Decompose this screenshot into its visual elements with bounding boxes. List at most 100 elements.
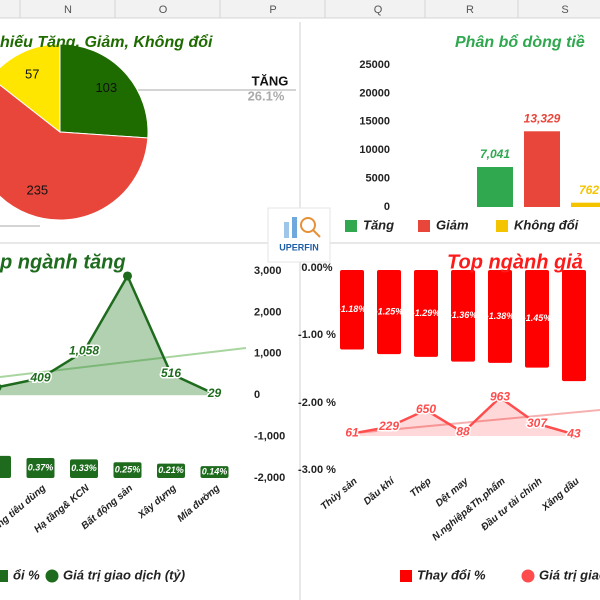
bar	[477, 167, 513, 207]
bar-label: 0.33%	[71, 463, 97, 473]
callout-label: TĂNG	[252, 73, 289, 88]
line-point	[458, 427, 468, 437]
data-label: 516	[161, 366, 181, 380]
bar	[70, 459, 98, 478]
column-separators	[0, 0, 600, 19]
chart-title: hiếu Tăng, Giảm, Không đổi	[0, 33, 213, 51]
bar	[488, 270, 512, 363]
line-point	[347, 429, 357, 439]
bar	[451, 270, 475, 362]
logo: UPERFIN	[267, 207, 331, 263]
y-tick-label: 5000	[366, 173, 390, 185]
bar-label: -1.38%	[486, 311, 515, 321]
area	[352, 397, 574, 436]
line-point	[569, 429, 579, 439]
y2-tick-label: -1,000	[254, 431, 285, 443]
legend-label: Giá trị giao dịch (tỷ)	[63, 567, 185, 582]
bar	[377, 270, 401, 355]
legend-label: Tăng	[363, 217, 394, 232]
bar-label: 0.14%	[202, 466, 228, 476]
bar-label: 0.25%	[115, 464, 141, 474]
bar-label: -1.25%	[375, 306, 404, 316]
line-point	[166, 369, 176, 379]
line-point	[36, 373, 45, 383]
bar	[571, 202, 600, 207]
legend-label: Không đổi	[514, 217, 579, 232]
data-label: 307	[527, 416, 548, 430]
data-label: 7,041	[480, 147, 510, 161]
data-label: 13,329	[524, 111, 561, 125]
column-letter: O	[159, 4, 168, 16]
bar	[113, 462, 142, 478]
column-letter: P	[269, 4, 276, 16]
data-label: 650	[416, 402, 436, 416]
trend-line	[354, 409, 600, 434]
y-tick-label: -1.00 %	[298, 329, 336, 342]
bar	[0, 455, 11, 478]
bar	[200, 466, 229, 478]
data-label: 29	[207, 386, 222, 400]
y2-tick-label: 1,000	[254, 348, 282, 360]
bar	[340, 270, 364, 350]
y-tick-label: 20000	[359, 87, 390, 99]
x-tick-label: Xây dựng	[136, 483, 179, 522]
legend-label: Thay đổi %	[417, 567, 486, 582]
data-label: 963	[490, 390, 510, 404]
y-tick-text: -3.00 %	[298, 464, 336, 476]
bar	[26, 458, 55, 478]
callout-percent: 26.1%	[248, 88, 285, 103]
x-tick-label: Dầu khí	[361, 474, 397, 507]
bar	[414, 270, 438, 357]
y-tick-label: 15000	[359, 116, 390, 128]
y-tick-text: -2.00 %	[298, 396, 336, 409]
column-header-bar	[0, 0, 600, 18]
bar-label: -1.29%	[412, 308, 441, 318]
data-label: 61	[345, 426, 359, 440]
legend-label: Giảm	[436, 217, 469, 232]
line	[0, 273, 216, 396]
bar	[562, 270, 586, 382]
line-point	[532, 419, 542, 429]
column-letter: N	[64, 4, 72, 16]
legend-swatch	[496, 220, 508, 232]
bar-label: 0.21%	[158, 465, 184, 475]
data-label: 43	[566, 426, 581, 440]
y-tick-label: 0.00%	[301, 262, 333, 274]
line-point	[79, 346, 89, 356]
chart-title: Top ngành giả	[447, 251, 583, 273]
pie-slice	[0, 84, 149, 221]
chart-title: Phân bổ dòng tiề	[455, 33, 585, 51]
bar	[524, 131, 560, 207]
bar	[525, 270, 549, 368]
x-tick-label: Đầu tư tài chính	[479, 475, 545, 533]
slice-label: 103	[95, 80, 117, 95]
legend-swatch	[345, 220, 357, 232]
legend-swatch	[521, 569, 535, 583]
data-label: 409	[29, 370, 50, 384]
bar	[157, 463, 185, 478]
line-point	[0, 383, 2, 391]
bar-label: -1.36%	[449, 310, 478, 320]
column-letter: S	[561, 4, 568, 16]
data-label: 88	[456, 425, 470, 439]
pie-slice	[59, 43, 149, 139]
y-tick-text: -1.00 %	[298, 329, 336, 342]
y-tick-label: 0	[384, 201, 390, 213]
legend-swatch	[45, 569, 59, 583]
bar-label: 0.37%	[28, 462, 54, 472]
line-point	[384, 422, 394, 432]
trend-line	[0, 347, 247, 378]
data-label: 229	[378, 419, 399, 433]
logo-text: UPERFIN	[279, 242, 319, 252]
y-tick-text: 0.00%	[301, 262, 333, 274]
y-tick-label: 25000	[359, 59, 390, 71]
line-point	[210, 389, 219, 399]
y2-tick-label: 2,000	[254, 306, 282, 318]
y2-tick-label: 3,000	[254, 265, 282, 277]
data-label: 762	[579, 183, 599, 197]
x-tick-label: Mía đường	[175, 483, 222, 525]
slice-label: 235	[26, 183, 48, 198]
column-letter: R	[466, 4, 474, 16]
